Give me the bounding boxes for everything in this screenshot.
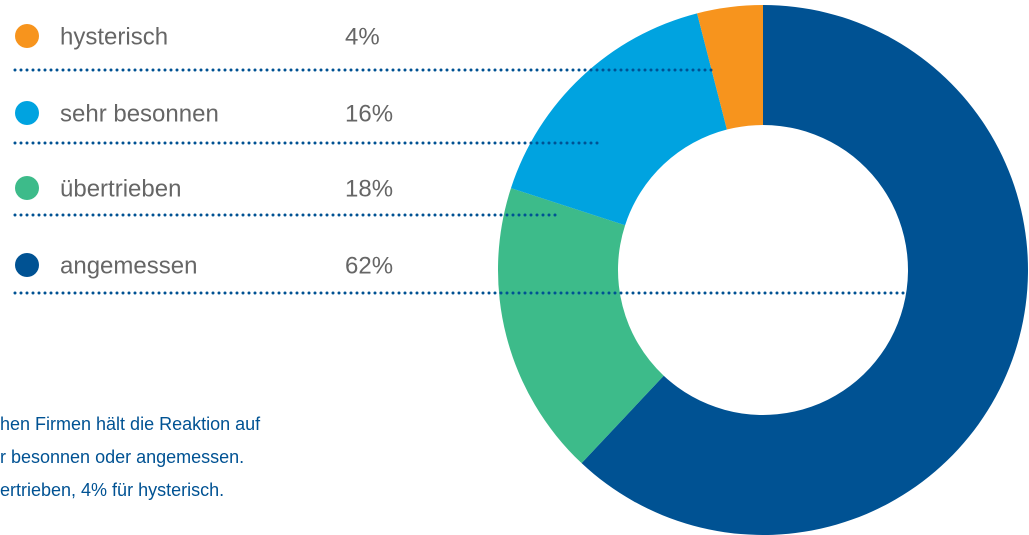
value-label: 4% [345,23,380,50]
donut-slice [498,188,664,464]
donut-slice [581,5,1028,535]
annotation: r besonnen oder angemessen. [0,447,244,467]
annotation: hen Firmen hält die Reaktion auf [0,414,261,434]
value-label: 62% [345,252,393,279]
legend-marker [15,176,39,200]
legend-marker [15,101,39,125]
value-label: 18% [345,175,393,202]
donut-slice [510,13,727,226]
value-label: 16% [345,100,393,127]
legend-label: angemessen [60,252,197,279]
legend-marker [15,253,39,277]
legend-label: hysterisch [60,23,168,50]
annotation: ertrieben, 4% für hysterisch. [0,480,224,500]
legend-label: sehr besonnen [60,100,219,127]
legend-label: übertrieben [60,175,181,202]
donut-slice [697,5,763,130]
legend-marker [15,24,39,48]
